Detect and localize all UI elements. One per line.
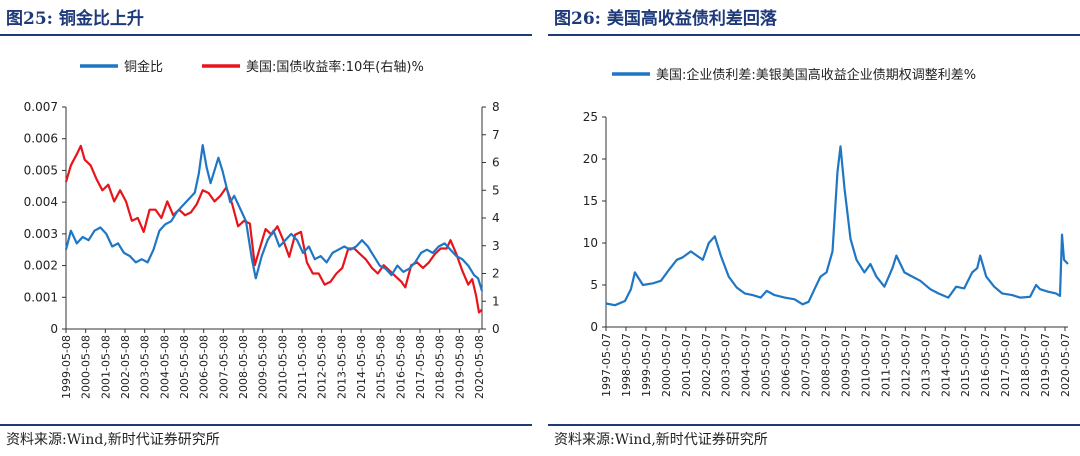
- y-left-tick-label: 0.004: [24, 195, 58, 209]
- y-left-tick-label: 0.006: [24, 132, 58, 146]
- x-tick-label: 2016-05-08: [394, 335, 407, 399]
- y-right-tick-label: 6: [492, 156, 500, 170]
- y-tick-label: 20: [583, 152, 598, 166]
- left-source: 资料来源:Wind,新时代证券研究所: [6, 432, 220, 448]
- x-tick-label: 2013-05-07: [919, 333, 932, 397]
- series-hy-spread-line: [605, 145, 1069, 307]
- y-left-tick-label: 0: [50, 322, 58, 336]
- right-source-rule: [548, 424, 1080, 426]
- x-tick-label: 2008-05-07: [820, 333, 833, 397]
- left-title: 图25: 铜金比上升: [6, 9, 144, 29]
- x-tick-label: 2004-05-08: [158, 335, 171, 399]
- y-right-tick-label: 0: [492, 322, 500, 336]
- x-tick-label: 2006-05-08: [198, 335, 211, 399]
- left-chart: 铜金比 美国:国债收益率:10年(右轴)% 0.007 0.006 0.005 0.004…: [24, 59, 500, 399]
- x-tick-label: 2005-05-07: [760, 333, 773, 397]
- x-tick-label: 2010-05-08: [276, 335, 289, 399]
- x-tick-label: 2017-05-07: [999, 333, 1012, 397]
- x-tick-label: 2002-05-08: [119, 335, 132, 399]
- x-tick-label: 2009-05-07: [839, 333, 852, 397]
- x-tick-label: 2004-05-07: [740, 333, 753, 397]
- x-tick-label: 2020-05-08: [473, 335, 486, 399]
- x-tick-label: 2019-05-08: [453, 335, 466, 399]
- x-tick-label: 2020-05-07: [1059, 333, 1072, 397]
- x-tick-label: 2001-05-07: [680, 333, 693, 397]
- x-tick-label: 2012-05-07: [899, 333, 912, 397]
- y-right-tick-label: 5: [492, 183, 500, 197]
- right-source: 资料来源:Wind,新时代证券研究所: [554, 432, 768, 448]
- x-tick-label: 1999-05-08: [60, 335, 73, 399]
- x-tick-label: 1999-05-07: [640, 333, 653, 397]
- y-tick-label: 15: [583, 194, 598, 208]
- y-left-tick-label: 0.007: [24, 100, 58, 114]
- right-chart: 美国:企业债利差:美银美国高收益企业债期权调整利差% 25 20 15 10 5 01997…: [583, 67, 1072, 397]
- x-tick-label: 2005-05-08: [178, 335, 191, 399]
- y-right-tick-label: 8: [492, 100, 500, 114]
- left-title-rule: [0, 34, 532, 36]
- y-right-tick-label: 7: [492, 128, 500, 142]
- x-tick-label: 2017-05-08: [414, 335, 427, 399]
- x-tick-label: 2000-05-08: [80, 335, 93, 399]
- x-tick-label: 2006-05-07: [780, 333, 793, 397]
- x-tick-label: 2007-05-07: [800, 333, 813, 397]
- x-tick-label: 1997-05-07: [600, 333, 613, 397]
- y-left-tick-label: 0.002: [24, 259, 58, 273]
- x-tick-label: 2008-05-08: [237, 335, 250, 399]
- x-tick-label: 2018-05-07: [1019, 333, 1032, 397]
- x-tick-label: 2015-05-07: [959, 333, 972, 397]
- left-panel: 图25: 铜金比上升 铜金比 美国:国债收益率:10年(右轴)% 0.007 0.00…: [0, 0, 532, 456]
- legend-label-copper-gold: 铜金比: [124, 59, 163, 75]
- x-tick-label: 2016-05-07: [979, 333, 992, 397]
- legend-label-hy-spread: 美国:企业债利差:美银美国高收益企业债期权调整利差%: [656, 67, 976, 83]
- y-tick-label: 10: [583, 236, 598, 250]
- x-tick-label: 2003-05-08: [139, 335, 152, 399]
- x-tick-label: 2014-05-08: [355, 335, 368, 399]
- y-tick-label: 25: [583, 110, 598, 124]
- x-tick-label: 2015-05-08: [375, 335, 388, 399]
- x-tick-label: 2012-05-08: [316, 335, 329, 399]
- legend-label-us10y: 美国:国债收益率:10年(右轴)%: [246, 59, 424, 75]
- x-tick-label: 2002-05-07: [700, 333, 713, 397]
- x-tick-label: 2001-05-08: [99, 335, 112, 399]
- x-tick-label: 2018-05-08: [434, 335, 447, 399]
- left-source-rule: [0, 424, 532, 426]
- x-tick-label: 2013-05-08: [335, 335, 348, 399]
- y-right-tick-label: 3: [492, 239, 500, 253]
- x-tick-label: 2003-05-07: [720, 333, 733, 397]
- series-us10y-line: [64, 144, 483, 314]
- x-tick-label: 2010-05-07: [859, 333, 872, 397]
- right-panel: 图26: 美国高收益债利差回落 美国:企业债利差:美银美国高收益企业债期权调整利…: [548, 0, 1080, 456]
- y-left-tick-label: 0.005: [24, 163, 58, 177]
- y-tick-label: 0: [590, 320, 598, 334]
- y-right-tick-label: 2: [492, 267, 500, 281]
- right-title: 图26: 美国高收益债利差回落: [554, 9, 777, 29]
- y-right-tick-label: 4: [492, 211, 500, 225]
- x-tick-label: 1998-05-07: [620, 333, 633, 397]
- right-title-rule: [548, 34, 1080, 36]
- x-tick-label: 2000-05-07: [660, 333, 673, 397]
- x-tick-label: 2007-05-08: [217, 335, 230, 399]
- series-copper-gold-line: [64, 144, 484, 292]
- x-tick-label: 2019-05-07: [1039, 333, 1052, 397]
- x-tick-label: 2014-05-07: [939, 333, 952, 397]
- y-tick-label: 5: [590, 278, 598, 292]
- x-tick-label: 2009-05-08: [257, 335, 270, 399]
- x-tick-label: 2011-05-07: [879, 333, 892, 397]
- y-right-tick-label: 1: [492, 294, 500, 308]
- y-left-tick-label: 0.003: [24, 227, 58, 241]
- y-left-tick-label: 0.001: [24, 290, 58, 304]
- x-tick-label: 2011-05-08: [296, 335, 309, 399]
